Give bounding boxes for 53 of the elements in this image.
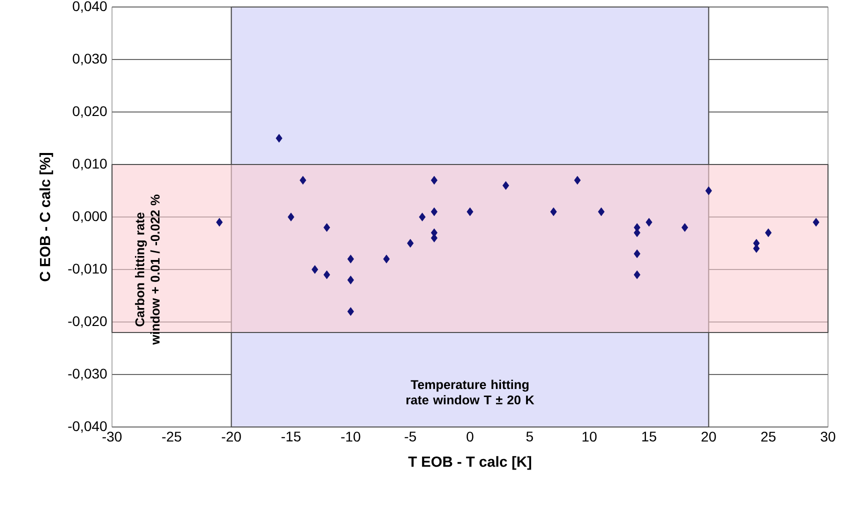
band-label: Carbon hitting rate window + 0.01 / -0.022 % [134, 194, 160, 345]
point [419, 212, 426, 222]
point [324, 223, 330, 232]
x-tick-label: 0 [466, 432, 474, 442]
point [276, 134, 282, 143]
y-tick-label: 0,030 [72, 54, 107, 66]
x-tick-label: -20 [222, 432, 241, 442]
x-tick-label: 15 [642, 432, 656, 442]
point [300, 176, 306, 185]
x-tick-label: 5 [526, 432, 533, 442]
x-tick-label: -10 [341, 432, 360, 442]
x-tick-label: 20 [702, 432, 716, 442]
point [288, 212, 294, 222]
point [407, 238, 414, 248]
x-tick-label: 30 [820, 432, 836, 442]
point [574, 176, 581, 185]
point [216, 218, 223, 227]
point [466, 207, 474, 216]
point [812, 218, 820, 227]
point [705, 186, 712, 196]
y-tick-label: -0,030 [68, 368, 107, 380]
y-tick-label: 0,000 [72, 211, 107, 223]
point [550, 207, 557, 216]
y-tick-label: -0,010 [68, 264, 107, 276]
y-tick-label: 0,040 [72, 1, 107, 13]
point [502, 181, 510, 190]
x-tick-label: -5 [404, 432, 416, 442]
x-tick-label: -15 [282, 432, 301, 442]
point [430, 176, 438, 185]
x-tick-label: 25 [761, 432, 776, 442]
point [430, 207, 438, 216]
y-axis-title: C EOB - C calc [%] [39, 153, 54, 282]
point [598, 207, 605, 216]
point [347, 276, 354, 284]
point [347, 307, 354, 316]
x-axis-title: T EOB - T calc [K] [408, 456, 532, 470]
band-label: Temperature hitting rate window T ± 20 K [406, 380, 534, 404]
point [634, 270, 640, 280]
point [646, 218, 652, 227]
point [347, 254, 354, 264]
y-tick-label: -0,040 [68, 421, 107, 433]
point [312, 265, 318, 274]
point [324, 270, 330, 280]
point [765, 228, 772, 238]
point [634, 249, 640, 258]
x-tick-label: 10 [582, 432, 597, 442]
y-tick-label: -0,020 [68, 316, 107, 328]
y-tick-label: 0,010 [72, 158, 107, 170]
point [383, 254, 390, 264]
x-tick-label: -30 [102, 432, 122, 442]
point [682, 223, 688, 232]
x-tick-label: -25 [162, 432, 182, 442]
y-tick-label: 0,020 [72, 106, 107, 118]
